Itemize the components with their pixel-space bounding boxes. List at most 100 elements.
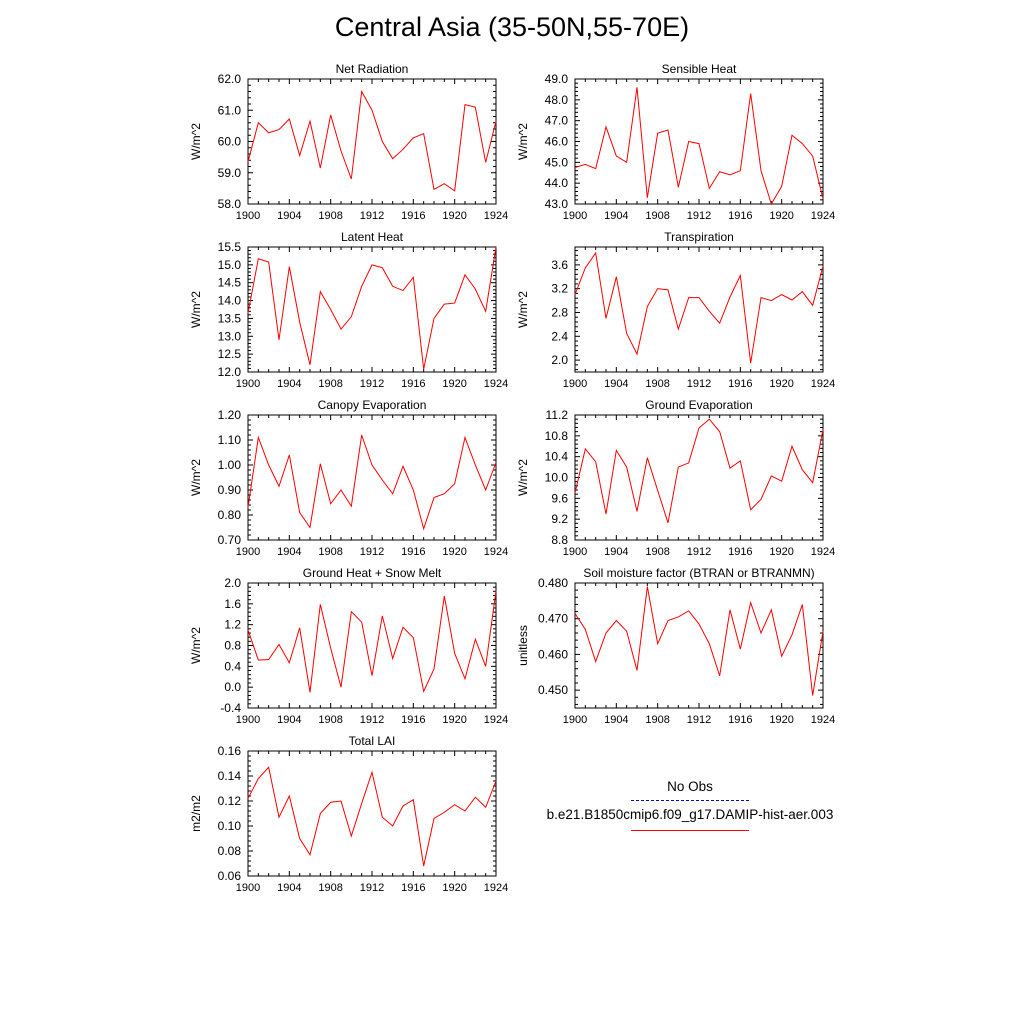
y-tick-label: 46.0 [545, 135, 569, 149]
x-tick-label: 1916 [401, 714, 425, 726]
x-tick-label: 1908 [645, 546, 669, 558]
y-tick-label: 47.0 [545, 114, 569, 128]
y-tick-label: 0.460 [538, 647, 568, 661]
chart-net-radiation: Net Radiation W/m^2 1900 1904 1908 1912 1916 19… [189, 62, 508, 222]
chart-soil-moisture-factor-btran-or-btranmn: Soil moisture factor (BTRAN or BTRANMN) u… [516, 566, 835, 726]
y-tick-label: 0.480 [538, 576, 568, 590]
chart-title: Soil moisture factor (BTRAN or BTRANMN) [583, 566, 814, 580]
x-tick-label: 1912 [360, 882, 384, 894]
x-tick-label: 1920 [769, 210, 793, 222]
chart-title: Ground Evaporation [645, 398, 752, 412]
y-tick-label: 0.10 [218, 819, 242, 833]
x-tick-label: 1908 [318, 882, 342, 894]
y-tick-label: 0.80 [218, 508, 242, 522]
y-tick-label: 15.0 [218, 258, 242, 272]
x-tick-label: 1920 [442, 882, 466, 894]
x-tick-label: 1920 [769, 714, 793, 726]
x-tick-label: 1908 [318, 546, 342, 558]
x-tick-label: 1904 [277, 210, 301, 222]
y-tick-label: 0.12 [218, 794, 242, 808]
x-tick-label: 1912 [360, 378, 384, 390]
x-tick-label: 1900 [236, 378, 260, 390]
x-tick-label: 1904 [277, 378, 301, 390]
y-tick-label: 1.2 [224, 618, 241, 632]
y-tick-label: 49.0 [545, 72, 569, 86]
chart-total-lai: Total LAI m2/m2 1900 1904 1908 1912 1916 1920 19… [189, 734, 508, 894]
series-line [574, 251, 824, 364]
x-tick-label: 1900 [236, 546, 260, 558]
y-tick-label: 11.2 [546, 408, 569, 422]
y-tick-label: 12.0 [218, 365, 242, 379]
series-line [574, 418, 824, 523]
y-tick-label: 0.90 [218, 483, 242, 497]
x-tick-label: 1916 [728, 210, 752, 222]
x-tick-label: 1912 [687, 546, 711, 558]
y-tick-label: 9.2 [551, 512, 568, 526]
x-tick-label: 1900 [563, 714, 587, 726]
chart-sensible-heat: Sensible Heat W/m^2 1900 1904 1908 1912 1916 19… [516, 62, 835, 222]
y-tick-label: 45.0 [545, 155, 569, 169]
plot-frame [247, 750, 497, 877]
y-tick-label: 0.470 [538, 612, 568, 626]
chart-canopy-evaporation: Canopy Evaporation W/m^2 1900 1904 1908 1912 1… [189, 398, 508, 558]
plot-frame [574, 582, 824, 709]
plot-frame [247, 78, 497, 205]
chart-title: Net Radiation [336, 62, 409, 76]
y-tick-label: 0.8 [224, 639, 241, 653]
chart-ground-heat-snow-melt: Ground Heat + Snow Melt W/m^2 1900 1904 1908… [189, 566, 508, 726]
y-tick-label: 58.0 [218, 197, 242, 211]
y-axis-label: W/m^2 [189, 459, 203, 496]
y-tick-label: 13.0 [218, 329, 242, 343]
x-tick-label: 1920 [442, 546, 466, 558]
y-tick-label: 14.5 [218, 276, 242, 290]
y-tick-label: 0.16 [218, 744, 242, 758]
x-tick-label: 1912 [687, 714, 711, 726]
series-line [247, 590, 497, 693]
plot-frame [574, 246, 824, 373]
x-tick-label: 1916 [401, 210, 425, 222]
x-tick-label: 1908 [318, 378, 342, 390]
series-line [247, 434, 497, 531]
y-tick-label: 3.2 [551, 282, 568, 296]
y-axis-label: W/m^2 [189, 123, 203, 160]
x-tick-label: 1920 [442, 378, 466, 390]
y-tick-label: 60.0 [218, 135, 242, 149]
x-tick-label: 1924 [484, 210, 508, 222]
x-tick-label: 1900 [563, 378, 587, 390]
x-tick-label: 1920 [769, 378, 793, 390]
x-tick-label: 1912 [687, 210, 711, 222]
x-tick-label: 1924 [484, 714, 508, 726]
y-tick-label: 0.08 [218, 844, 242, 858]
chart-ground-evaporation: Ground Evaporation W/m^2 1900 1904 1908 1912 1… [516, 398, 835, 558]
y-axis-label: unitless [516, 625, 530, 666]
x-tick-label: 1920 [769, 546, 793, 558]
chart-title: Transpiration [664, 230, 734, 244]
y-axis-label: W/m^2 [516, 123, 530, 160]
x-tick-label: 1920 [442, 714, 466, 726]
y-tick-label: 15.5 [218, 240, 242, 254]
x-tick-label: 1900 [563, 546, 587, 558]
x-tick-label: 1908 [645, 378, 669, 390]
x-tick-label: 1916 [401, 378, 425, 390]
legend-entry-model: b.e21.B1850cmip6.f09_g17.DAMIP-hist-aer.… [546, 807, 834, 822]
y-tick-label: 1.20 [218, 408, 242, 422]
y-tick-label: 61.0 [218, 103, 242, 117]
series-line [247, 246, 497, 370]
chart-title: Sensible Heat [662, 62, 737, 76]
y-tick-label: 13.5 [218, 311, 242, 325]
x-tick-label: 1916 [401, 546, 425, 558]
y-tick-label: 12.5 [218, 347, 242, 361]
legend-entry-no-obs: No Obs [667, 779, 713, 794]
x-tick-label: 1912 [687, 378, 711, 390]
x-tick-label: 1912 [360, 714, 384, 726]
y-tick-label: 10.8 [545, 429, 569, 443]
x-tick-label: 1924 [811, 210, 835, 222]
y-tick-label: 1.00 [218, 458, 242, 472]
x-tick-label: 1912 [360, 210, 384, 222]
x-tick-label: 1924 [811, 714, 835, 726]
y-tick-label: 2.0 [551, 353, 568, 367]
y-tick-label: 2.4 [551, 329, 568, 343]
y-tick-label: 10.0 [545, 471, 569, 485]
x-tick-label: 1904 [277, 882, 301, 894]
x-tick-label: 1900 [236, 882, 260, 894]
